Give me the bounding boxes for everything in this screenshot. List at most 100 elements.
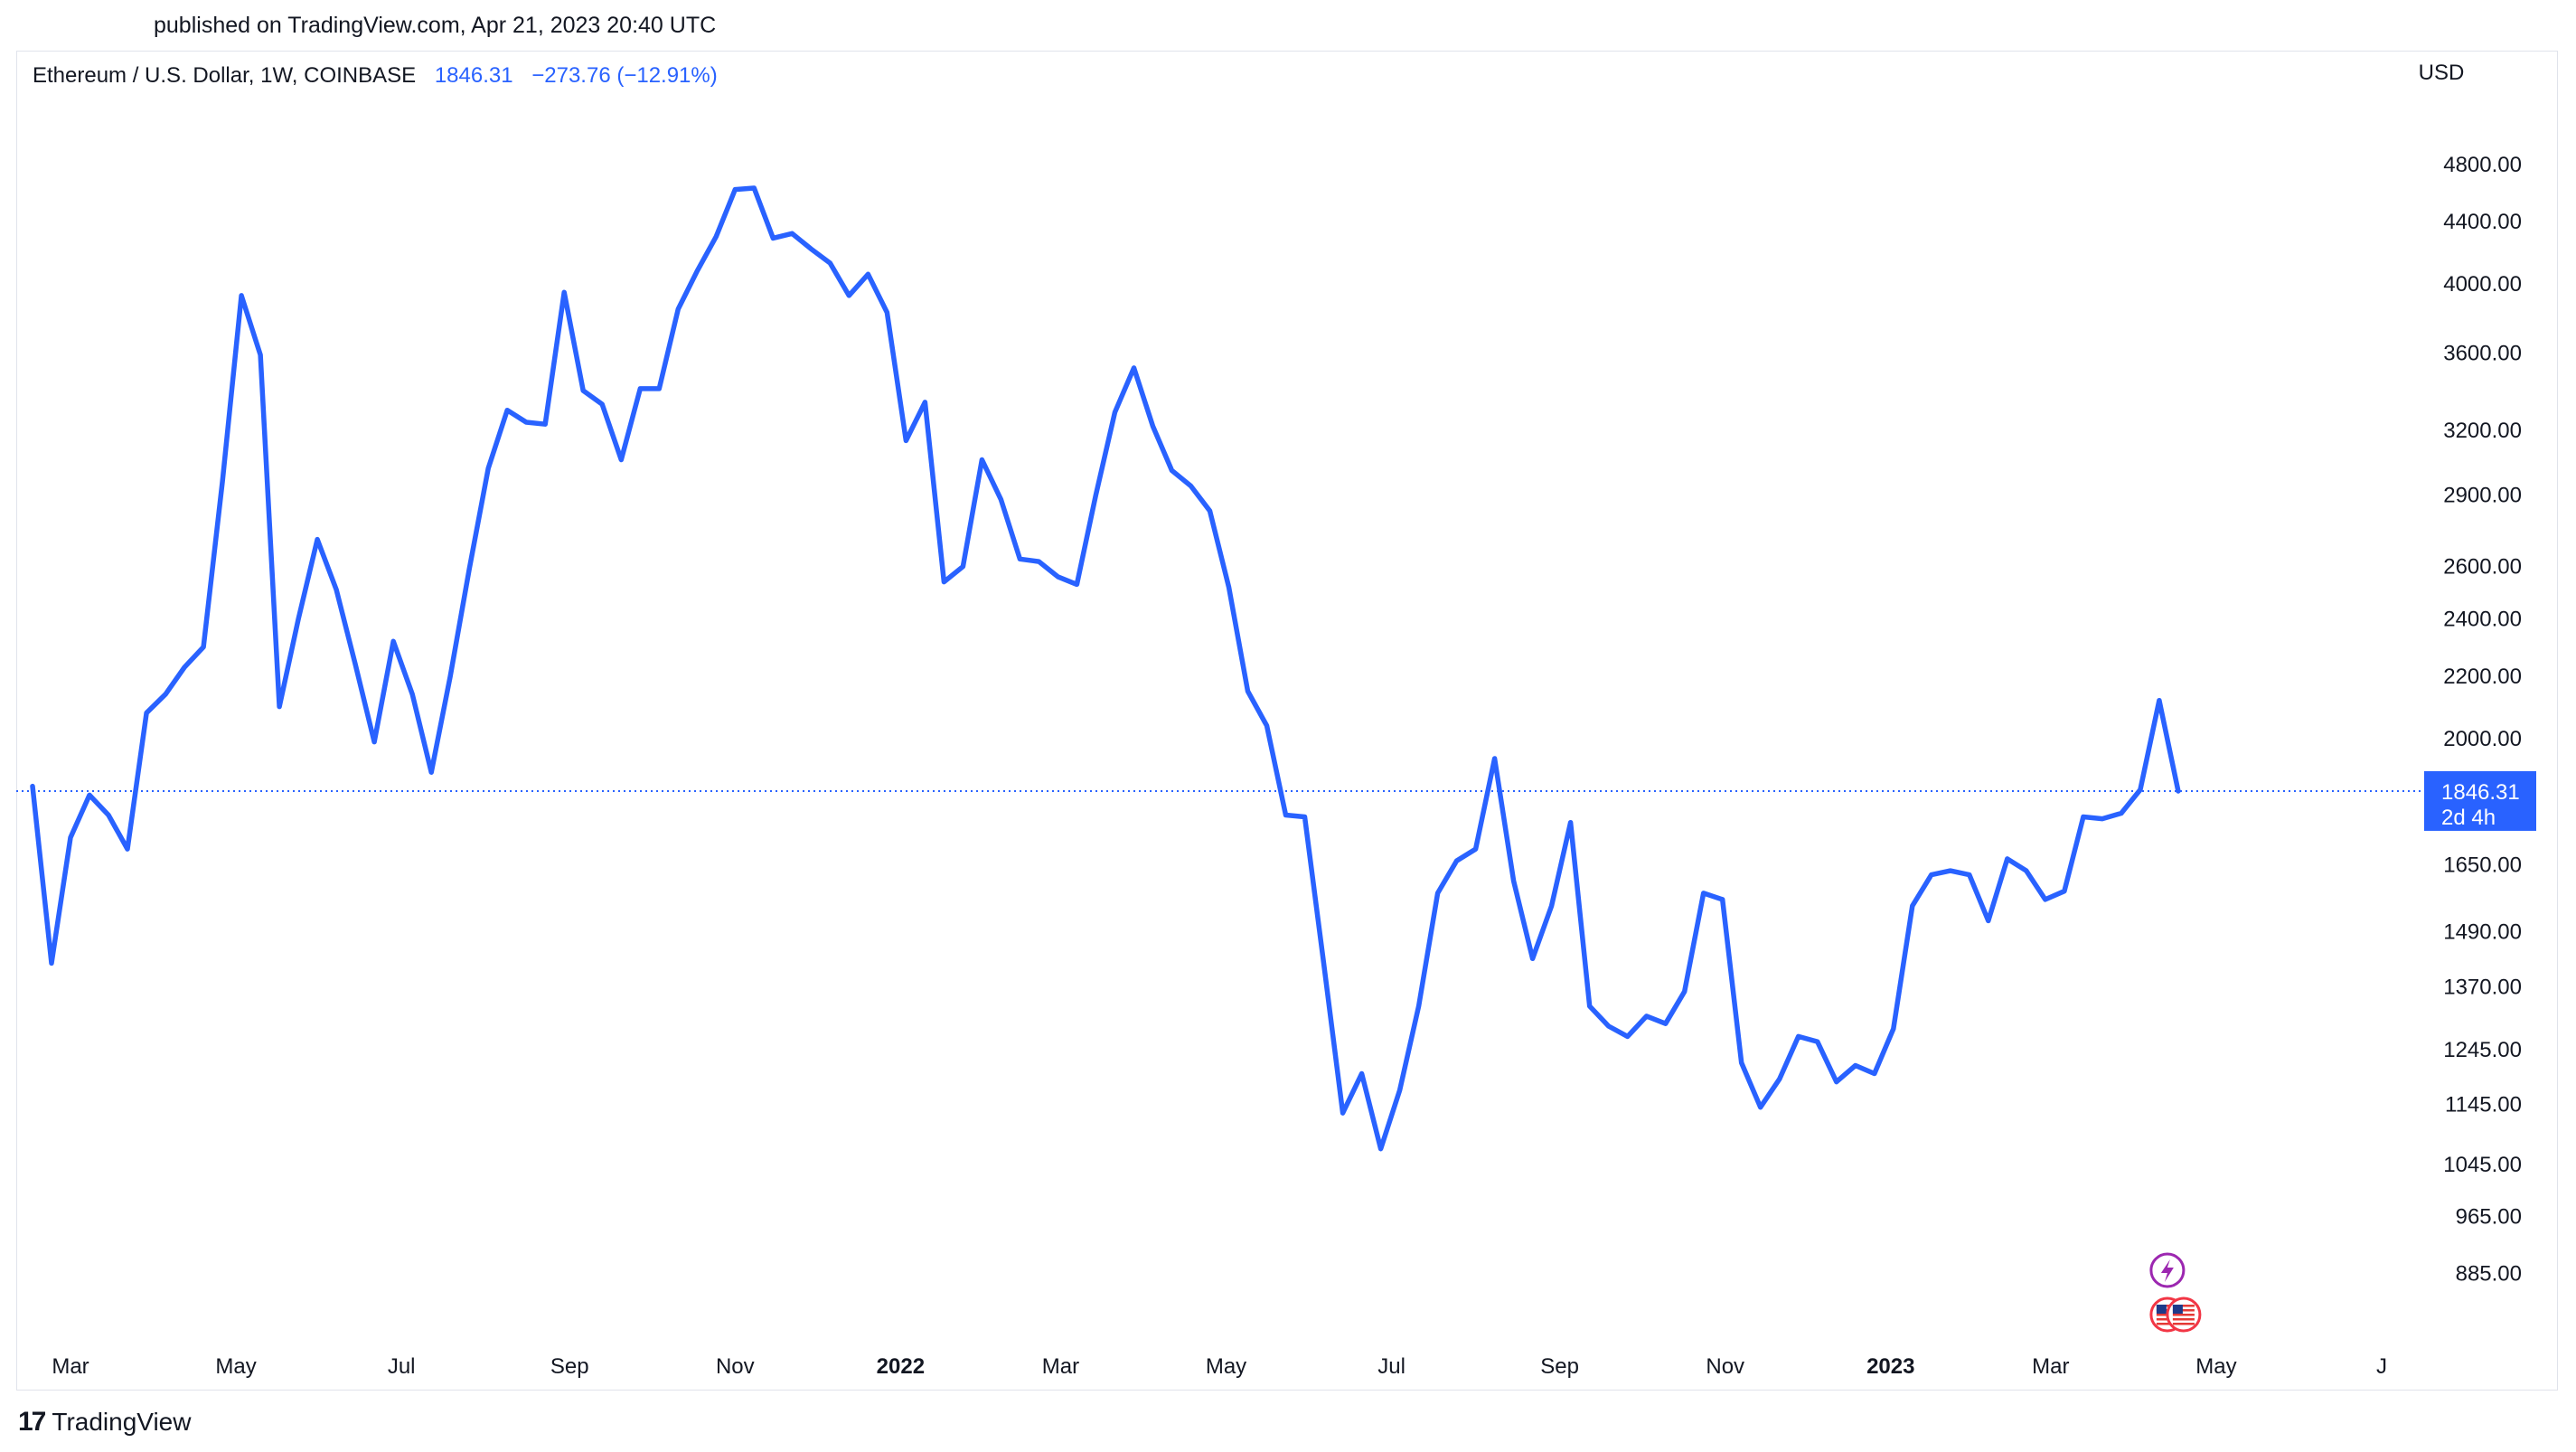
data-point[interactable] [220, 479, 225, 485]
data-point[interactable] [504, 408, 510, 413]
data-point[interactable] [1587, 1004, 1593, 1009]
data-point[interactable] [580, 388, 586, 393]
data-point[interactable] [1131, 365, 1136, 371]
data-point[interactable] [1511, 878, 1517, 883]
data-point[interactable] [618, 457, 624, 462]
data-point[interactable] [1207, 508, 1212, 514]
data-point[interactable] [1112, 410, 1117, 415]
data-point[interactable] [371, 740, 377, 745]
data-point[interactable] [1188, 483, 1193, 488]
data-point[interactable] [1568, 820, 1574, 825]
data-point[interactable] [1150, 423, 1155, 429]
data-point[interactable] [353, 662, 358, 667]
data-point[interactable] [1720, 897, 1725, 902]
data-point[interactable] [1321, 960, 1327, 966]
data-point[interactable] [1055, 574, 1060, 580]
data-point[interactable] [1872, 1071, 1877, 1077]
data-point[interactable] [125, 846, 130, 852]
data-point[interactable] [1264, 723, 1270, 729]
data-point[interactable] [2138, 787, 2143, 793]
data-point[interactable] [1891, 1026, 1896, 1032]
data-point[interactable] [1739, 1061, 1744, 1066]
data-point[interactable] [542, 421, 548, 427]
data-point[interactable] [808, 246, 813, 251]
lightning-event-icon[interactable] [2149, 1252, 2186, 1288]
data-point[interactable] [2062, 889, 2067, 894]
data-point[interactable] [1169, 467, 1174, 473]
data-point[interactable] [68, 834, 73, 840]
data-point[interactable] [1986, 918, 1991, 923]
data-point[interactable] [1929, 872, 1934, 878]
data-point[interactable] [1606, 1023, 1612, 1029]
data-point[interactable] [1473, 846, 1479, 852]
data-point[interactable] [485, 466, 491, 471]
data-point[interactable] [694, 269, 700, 274]
data-point[interactable] [1435, 891, 1441, 896]
data-point[interactable] [1302, 815, 1308, 820]
data-point[interactable] [2005, 856, 2010, 862]
data-point[interactable] [523, 420, 529, 425]
data-point[interactable] [732, 187, 738, 193]
data-point[interactable] [1625, 1033, 1631, 1039]
data-point[interactable] [447, 674, 453, 679]
data-point[interactable] [941, 580, 946, 585]
data-point[interactable] [315, 537, 320, 542]
data-point[interactable] [1910, 903, 1915, 909]
data-point[interactable] [49, 960, 54, 966]
data-point[interactable] [998, 496, 1003, 502]
data-point[interactable] [1246, 688, 1251, 693]
data-point[interactable] [1283, 812, 1289, 817]
data-point[interactable] [163, 692, 168, 697]
data-point[interactable] [2043, 897, 2048, 902]
data-point[interactable] [409, 692, 415, 697]
data-point[interactable] [2119, 810, 2124, 816]
data-point[interactable] [258, 353, 263, 358]
data-point[interactable] [466, 566, 472, 571]
data-point[interactable] [1397, 1088, 1403, 1093]
data-point[interactable] [1663, 1021, 1669, 1026]
data-point[interactable] [1853, 1062, 1858, 1068]
data-point[interactable] [2157, 698, 2162, 703]
data-point[interactable] [1948, 868, 1953, 873]
data-point[interactable] [1758, 1105, 1763, 1110]
tradingview-logo[interactable]: 17 TradingView [18, 1407, 191, 1438]
data-point[interactable] [1644, 1014, 1650, 1019]
data-point[interactable] [846, 293, 851, 298]
data-point[interactable] [106, 812, 111, 817]
data-point[interactable] [884, 310, 889, 316]
data-point[interactable] [87, 792, 92, 797]
price-series-line[interactable] [30, 185, 2181, 1152]
data-point[interactable] [865, 271, 870, 277]
data-point[interactable] [770, 235, 776, 240]
data-point[interactable] [2176, 788, 2181, 794]
data-point[interactable] [1777, 1077, 1782, 1082]
data-point[interactable] [713, 234, 719, 240]
data-point[interactable] [1378, 1146, 1384, 1152]
data-point[interactable] [2100, 816, 2105, 822]
data-point[interactable] [1492, 756, 1498, 761]
data-point[interactable] [1036, 559, 1041, 564]
data-point[interactable] [334, 587, 339, 592]
symbol-legend[interactable]: Ethereum / U.S. Dollar, 1W, COINBASE 184… [33, 63, 718, 89]
data-point[interactable] [656, 386, 662, 391]
data-point[interactable] [637, 386, 643, 391]
data-point[interactable] [428, 769, 434, 775]
data-point[interactable] [751, 185, 757, 191]
data-point[interactable] [599, 401, 605, 407]
data-point[interactable] [182, 665, 187, 670]
data-point[interactable] [2024, 868, 2029, 873]
data-point[interactable] [1074, 581, 1079, 587]
data-point[interactable] [675, 306, 681, 312]
data-point[interactable] [1093, 492, 1098, 497]
data-point[interactable] [2081, 815, 2086, 820]
data-point[interactable] [1834, 1080, 1839, 1085]
data-point[interactable] [1530, 956, 1536, 961]
data-point[interactable] [1340, 1110, 1346, 1116]
data-point[interactable] [1967, 872, 1972, 878]
data-point[interactable] [1359, 1071, 1365, 1077]
data-point[interactable] [1017, 556, 1022, 561]
data-point[interactable] [1682, 989, 1688, 995]
data-point[interactable] [144, 711, 149, 716]
data-point[interactable] [1815, 1039, 1820, 1044]
